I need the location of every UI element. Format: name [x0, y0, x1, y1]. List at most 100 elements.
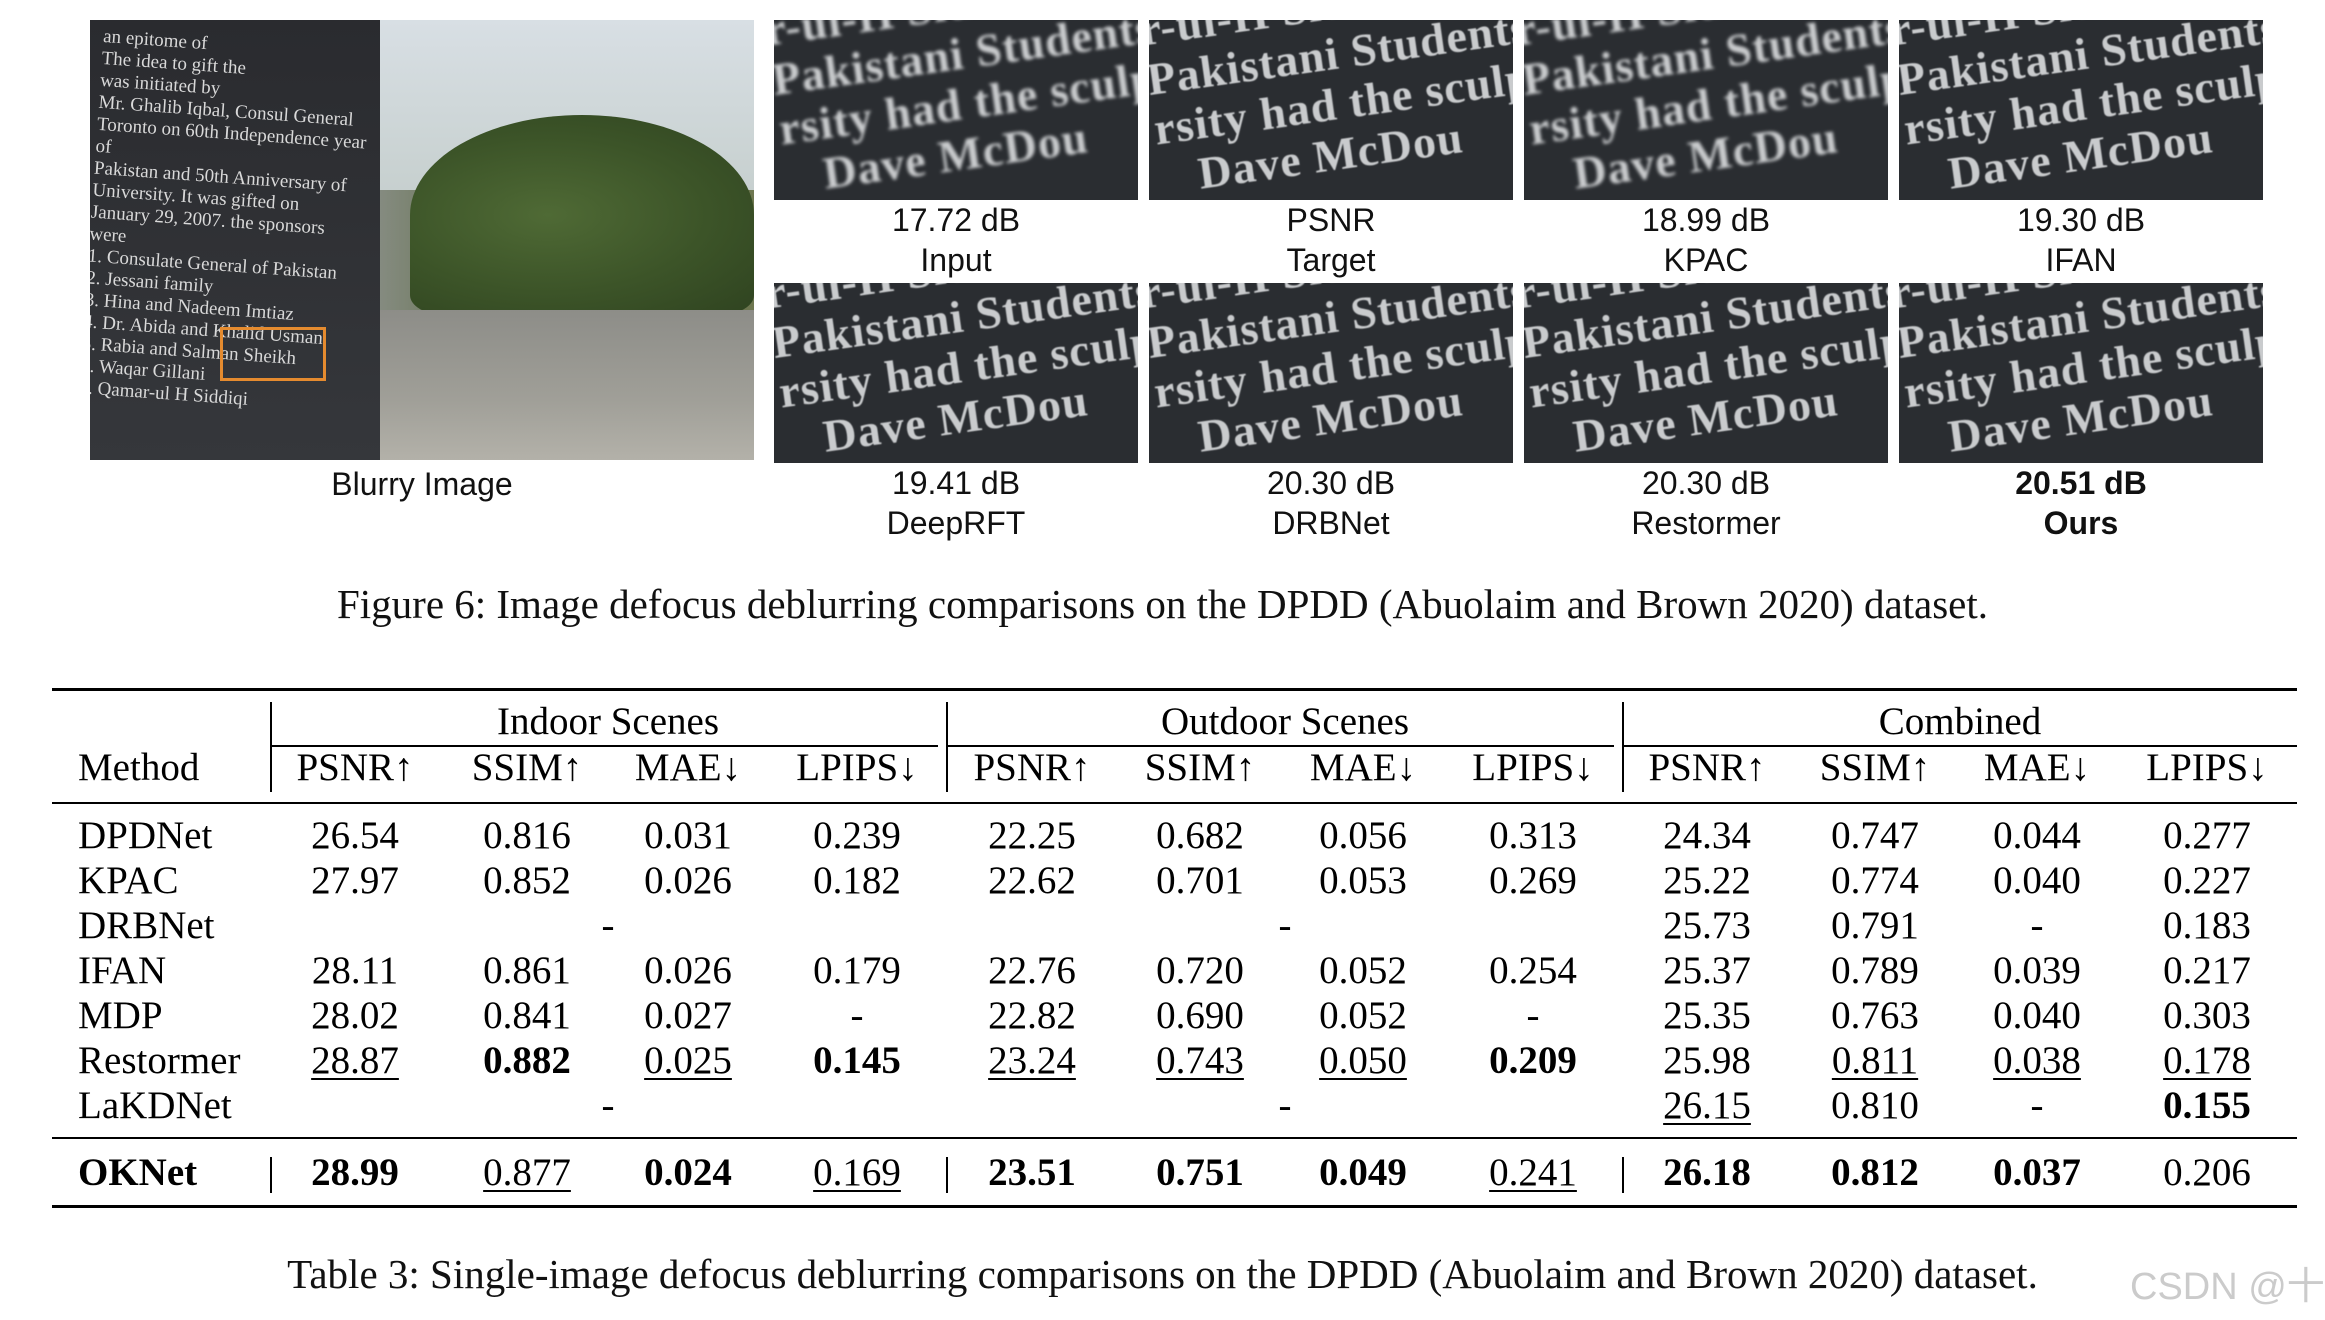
group-header: Indoor Scenes	[496, 700, 720, 743]
crop-value-label: 20.51 dB	[2015, 465, 2147, 501]
crop-value-label: PSNR	[1286, 202, 1376, 238]
metric-header: PSNR↑	[973, 746, 1091, 789]
crop-image-kpac: r-ul-H Siddi Pakistani Students' Assoc r…	[1524, 20, 1888, 200]
table-cell: 0.183	[2163, 904, 2251, 947]
crop-method-label: Ours	[2043, 505, 2119, 541]
table-cell: 0.789	[1831, 949, 1919, 992]
table-cell: 0.178	[2163, 1039, 2251, 1082]
table-cell: 0.209	[1489, 1039, 1577, 1082]
table-cell: 0.050	[1319, 1039, 1407, 1082]
blurry-image-label: Blurry Image	[331, 466, 513, 502]
ours-separator-0	[270, 1157, 272, 1193]
table-cell: 28.11	[311, 949, 399, 992]
table-cell: 0.049	[1319, 1151, 1407, 1194]
metric-header: MAE↓	[634, 746, 742, 789]
table-cell: 0.025	[644, 1039, 732, 1082]
table-cell: 0.852	[483, 859, 571, 902]
table-cell: 0.877	[483, 1151, 571, 1194]
table-cell: 28.02	[311, 994, 399, 1037]
table-cell: 0.743	[1156, 1039, 1244, 1082]
table-cell: 0.026	[644, 859, 732, 902]
table-cell: 0.841	[483, 994, 571, 1037]
table-cell: 0.241	[1489, 1151, 1577, 1194]
crop-text: r-ul-H Siddi Pakistani Students' Assoc r…	[1524, 20, 1888, 199]
blurry-image: an epitome of The idea to gift the was i…	[90, 20, 754, 460]
table-cell: 0.056	[1319, 814, 1407, 857]
table-cell: 0.277	[2163, 814, 2251, 857]
table-cell: -	[1526, 994, 1540, 1037]
table-cell: 0.701	[1156, 859, 1244, 902]
metric-header: SSIM↑	[471, 746, 583, 789]
table-cell: 0.052	[1319, 949, 1407, 992]
table-cell: 0.313	[1489, 814, 1577, 857]
metric-header: PSNR↑	[296, 746, 414, 789]
method-header: Method	[78, 746, 200, 789]
table-cell: 0.027	[644, 994, 732, 1037]
ours-separator-2	[1622, 1157, 1624, 1193]
table-cell: 27.97	[311, 859, 399, 902]
header-separator-0	[270, 752, 272, 792]
crop-text: r-ul-H Siddi Pakistani Students' Assoc r…	[1149, 20, 1513, 199]
table-cell: 0.720	[1156, 949, 1244, 992]
table-cell: 0.169	[813, 1151, 901, 1194]
crop-image-target: r-ul-H Siddi Pakistani Students' Assoc r…	[1149, 20, 1513, 200]
crop-text: r-ul-H Siddi Pakistani Students' Assoc r…	[1899, 283, 2263, 462]
crop-value-label: 17.72 dB	[891, 202, 1021, 238]
crop-method-label: KPAC	[1663, 242, 1749, 278]
table-cell: 25.73	[1663, 904, 1751, 947]
method-name: IFAN	[78, 949, 167, 992]
method-name: DPDNet	[78, 814, 213, 857]
crop-method-label: DRBNet	[1272, 505, 1390, 541]
table-cell: 0.024	[644, 1151, 732, 1194]
table-cell: 22.25	[988, 814, 1076, 857]
method-name: OKNet	[78, 1151, 198, 1194]
table-cell: 0.145	[813, 1039, 901, 1082]
metric-header: LPIPS↓	[796, 746, 918, 789]
group-header: Outdoor Scenes	[1160, 700, 1410, 743]
table-cell: 0.303	[2163, 994, 2251, 1037]
table-cell: 23.24	[988, 1039, 1076, 1082]
metric-header: SSIM↑	[1819, 746, 1931, 789]
table-bottom-rule	[52, 1205, 2297, 1208]
table-cell: 0.053	[1319, 859, 1407, 902]
crop-text: r-ul-H Siddi Pakistani Students' Assoc r…	[1149, 283, 1513, 462]
table-cell: 0.812	[1831, 1151, 1919, 1194]
table-cell: 0.206	[2163, 1151, 2251, 1194]
table-cell: -	[2030, 1084, 2044, 1127]
table-cell: 0.751	[1156, 1151, 1244, 1194]
table-top-rule	[52, 688, 2297, 691]
table-cell: 0.774	[1831, 859, 1919, 902]
group-separator-0	[270, 702, 272, 752]
crop-value-label: 18.99 dB	[1641, 202, 1771, 238]
metric-header: MAE↓	[1309, 746, 1417, 789]
group-rule-indoor	[272, 745, 938, 747]
metric-header: LPIPS↓	[1472, 746, 1594, 789]
table-cell: 0.155	[2163, 1084, 2251, 1127]
table-cell: 0.682	[1156, 814, 1244, 857]
metric-header: MAE↓	[1983, 746, 2091, 789]
crop-value-label: 19.30 dB	[2016, 202, 2146, 238]
table-cell: 0.037	[1993, 1151, 2081, 1194]
table-cell-dash: -	[1278, 1084, 1292, 1127]
table-cell: 24.34	[1663, 814, 1751, 857]
method-name: LaKDNet	[78, 1084, 232, 1127]
crop-method-label: DeepRFT	[886, 505, 1026, 541]
table-cell: 0.179	[813, 949, 901, 992]
table-cell: 0.810	[1831, 1084, 1919, 1127]
crop-method-label: IFAN	[2045, 242, 2117, 278]
table-cell: 0.217	[2163, 949, 2251, 992]
crop-image-ours: r-ul-H Siddi Pakistani Students' Assoc r…	[1899, 283, 2263, 463]
table-cell: 0.791	[1831, 904, 1919, 947]
crop-value-label: 19.41 dB	[891, 465, 1021, 501]
table-header-rule	[52, 802, 2297, 804]
crop-text: r-ul-H Siddi Pakistani Students' Assoc r…	[1524, 283, 1888, 462]
table-cell: 0.039	[1993, 949, 2081, 992]
table-cell: 28.99	[311, 1151, 399, 1194]
group-separator-1	[946, 702, 948, 752]
table-cell: -	[850, 994, 864, 1037]
crop-method-label: Restormer	[1631, 505, 1781, 541]
crop-image-input: r-ul-H Siddi Pakistani Students' Assoc r…	[774, 20, 1138, 200]
table-cell: 0.040	[1993, 859, 2081, 902]
table-cell-dash: -	[601, 1084, 615, 1127]
table-cell: 0.044	[1993, 814, 2081, 857]
